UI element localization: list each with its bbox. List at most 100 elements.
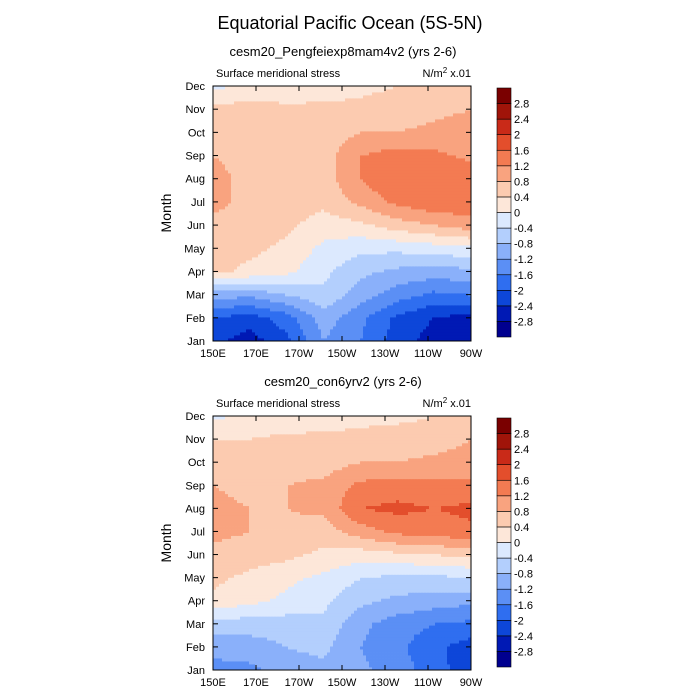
- heatmap-cell: [336, 191, 340, 195]
- heatmap-cell: [333, 167, 337, 171]
- heatmap-cell: [222, 230, 226, 234]
- heatmap-cell: [225, 245, 229, 249]
- heatmap-cell: [366, 323, 370, 327]
- heatmap-cell: [420, 221, 424, 225]
- heatmap-cell: [432, 248, 436, 252]
- heatmap-cell: [387, 314, 391, 318]
- heatmap-cell: [456, 191, 460, 195]
- heatmap-cell: [300, 248, 304, 252]
- heatmap-cell: [327, 176, 331, 180]
- heatmap-cell: [213, 260, 217, 264]
- heatmap-cell: [237, 212, 241, 216]
- heatmap-cell: [303, 335, 307, 339]
- heatmap-cell: [273, 278, 277, 282]
- heatmap-cell: [312, 251, 316, 255]
- heatmap-cell: [258, 173, 262, 177]
- heatmap-cell: [426, 299, 430, 303]
- heatmap-cell: [345, 242, 349, 246]
- heatmap-cell: [444, 296, 448, 300]
- heatmap-cell: [354, 257, 358, 261]
- heatmap-cell: [240, 302, 244, 306]
- heatmap-cell: [423, 332, 427, 336]
- heatmap-cell: [306, 311, 310, 315]
- heatmap-cell: [249, 221, 253, 225]
- heatmap-cell: [414, 173, 418, 177]
- heatmap-cell: [441, 209, 445, 213]
- heatmap-cell: [435, 197, 439, 201]
- heatmap-cell: [360, 176, 364, 180]
- heatmap-cell: [405, 251, 409, 255]
- heatmap-cell: [282, 215, 286, 219]
- heatmap-cell: [213, 239, 217, 243]
- heatmap-cell: [276, 203, 280, 207]
- heatmap-cell: [309, 308, 313, 312]
- heatmap-cell: [270, 200, 274, 204]
- heatmap-cell: [267, 293, 271, 297]
- heatmap-cell: [375, 173, 379, 177]
- heatmap-cell: [420, 191, 424, 195]
- heatmap-cell: [216, 287, 220, 291]
- heatmap-cell: [348, 197, 352, 201]
- heatmap-cell: [411, 230, 415, 234]
- heatmap-cell: [438, 239, 442, 243]
- heatmap-cell: [285, 242, 289, 246]
- heatmap-cell: [216, 260, 220, 264]
- heatmap-cell: [327, 218, 331, 222]
- heatmap-cell: [468, 212, 471, 216]
- heatmap-cell: [366, 338, 370, 341]
- heatmap-cell: [402, 287, 406, 291]
- heatmap-cell: [426, 329, 430, 333]
- heatmap-cell: [351, 338, 355, 341]
- heatmap-cell: [429, 296, 433, 300]
- heatmap-cell: [219, 275, 223, 279]
- heatmap-cell: [345, 272, 349, 276]
- heatmap-cell: [432, 284, 436, 288]
- heatmap-cell: [426, 233, 430, 237]
- heatmap-cell: [267, 245, 271, 249]
- heatmap-cell: [447, 335, 451, 339]
- heatmap-cell: [219, 203, 223, 207]
- heatmap-cell: [456, 251, 460, 255]
- heatmap-cell: [468, 323, 471, 327]
- heatmap-cell: [276, 197, 280, 201]
- heatmap-cell: [297, 170, 301, 174]
- heatmap-cell: [447, 206, 451, 210]
- heatmap-cell: [246, 320, 250, 324]
- heatmap-cell: [351, 245, 355, 249]
- heatmap-cell: [465, 305, 469, 309]
- heatmap-cell: [348, 317, 352, 321]
- heatmap-cell: [420, 182, 424, 186]
- heatmap-cell: [318, 317, 322, 321]
- heatmap-cell: [309, 227, 313, 231]
- heatmap-cell: [345, 284, 349, 288]
- heatmap-cell: [465, 275, 469, 279]
- heatmap-cell: [231, 299, 235, 303]
- heatmap-cell: [351, 272, 355, 276]
- heatmap-cell: [396, 206, 400, 210]
- heatmap-cell: [444, 260, 448, 264]
- heatmap-cell: [411, 308, 415, 312]
- heatmap-cell: [282, 257, 286, 261]
- heatmap-cell: [234, 275, 238, 279]
- heatmap-cell: [339, 239, 343, 243]
- heatmap-cell: [342, 206, 346, 210]
- heatmap-cell: [240, 278, 244, 282]
- heatmap-cell: [378, 233, 382, 237]
- heatmap-cell: [330, 290, 334, 294]
- heatmap-cell: [237, 221, 241, 225]
- heatmap-cell: [330, 194, 334, 198]
- heatmap-cell: [264, 320, 268, 324]
- heatmap-cell: [234, 302, 238, 306]
- heatmap-cell: [456, 236, 460, 240]
- heatmap-cell: [297, 182, 301, 186]
- heatmap-cell: [249, 275, 253, 279]
- heatmap-cell: [237, 338, 241, 341]
- heatmap-cell: [225, 284, 229, 288]
- heatmap-cell: [363, 320, 367, 324]
- heatmap-cell: [240, 293, 244, 297]
- heatmap-cell: [387, 182, 391, 186]
- heatmap-cell: [234, 296, 238, 300]
- heatmap-cell: [300, 230, 304, 234]
- heatmap-cell: [411, 320, 415, 324]
- heatmap-cell: [279, 185, 283, 189]
